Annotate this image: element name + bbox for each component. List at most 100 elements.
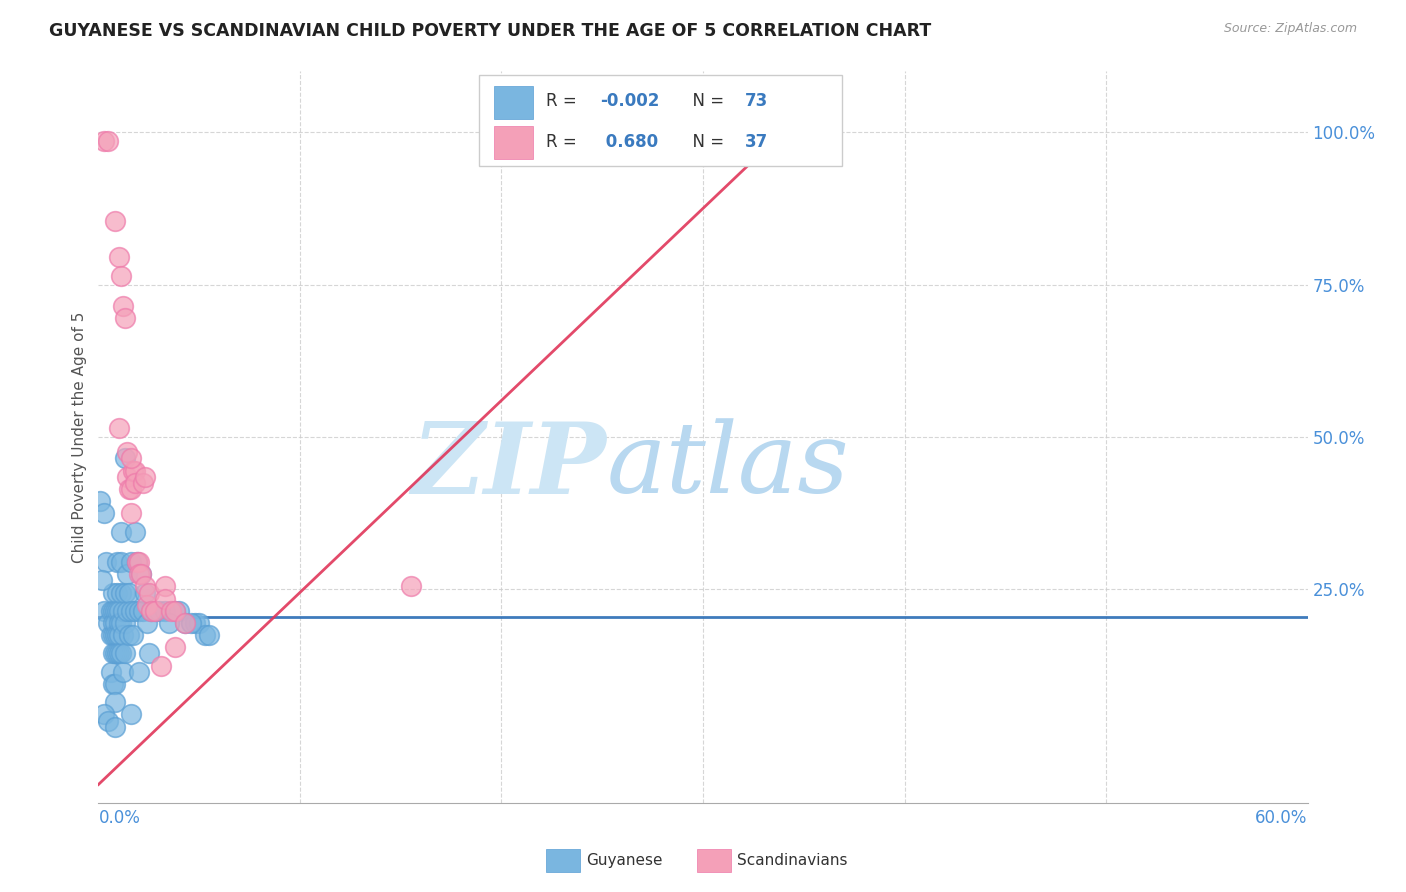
FancyBboxPatch shape bbox=[479, 75, 842, 167]
Point bbox=[138, 647, 160, 661]
Point bbox=[194, 628, 217, 642]
Point bbox=[100, 628, 122, 642]
Point bbox=[115, 567, 138, 582]
Point bbox=[114, 311, 136, 326]
Point bbox=[129, 567, 152, 582]
Point bbox=[103, 213, 125, 227]
Point bbox=[101, 647, 124, 661]
Point bbox=[100, 665, 122, 679]
Point bbox=[128, 604, 150, 618]
Point bbox=[110, 585, 132, 599]
Point bbox=[111, 628, 134, 642]
Point bbox=[772, 128, 794, 143]
Point bbox=[121, 628, 143, 642]
Text: ZIP: ZIP bbox=[412, 418, 606, 515]
Point bbox=[153, 604, 176, 618]
Point bbox=[114, 647, 136, 661]
Point bbox=[135, 615, 157, 630]
Point bbox=[103, 604, 125, 618]
Point bbox=[93, 707, 115, 722]
Point bbox=[174, 615, 197, 630]
Point bbox=[399, 579, 422, 593]
Point bbox=[118, 585, 141, 599]
Point bbox=[163, 604, 186, 618]
Point bbox=[143, 604, 166, 618]
Point bbox=[153, 579, 176, 593]
Text: 37: 37 bbox=[745, 133, 769, 152]
Point bbox=[93, 135, 115, 149]
Point bbox=[132, 475, 155, 490]
Text: 0.680: 0.680 bbox=[600, 133, 658, 152]
Point bbox=[103, 647, 125, 661]
Point bbox=[139, 604, 162, 618]
Point bbox=[105, 555, 128, 569]
FancyBboxPatch shape bbox=[546, 849, 579, 872]
Point bbox=[107, 628, 129, 642]
Point bbox=[120, 506, 142, 520]
Point bbox=[96, 555, 118, 569]
Point bbox=[110, 647, 132, 661]
Point bbox=[114, 615, 136, 630]
Text: Scandinavians: Scandinavians bbox=[737, 853, 848, 868]
Point bbox=[120, 451, 142, 466]
Text: N =: N = bbox=[682, 92, 730, 110]
Point bbox=[115, 469, 138, 483]
Point bbox=[118, 628, 141, 642]
Point bbox=[115, 445, 138, 459]
Point bbox=[110, 268, 132, 283]
Point bbox=[101, 615, 124, 630]
Text: atlas: atlas bbox=[606, 418, 849, 514]
Point bbox=[89, 494, 111, 508]
Point bbox=[180, 615, 202, 630]
Text: R =: R = bbox=[546, 133, 582, 152]
Point bbox=[167, 604, 190, 618]
Point bbox=[124, 475, 146, 490]
Point bbox=[148, 604, 170, 618]
Point bbox=[103, 615, 125, 630]
Point bbox=[101, 628, 124, 642]
Text: Source: ZipAtlas.com: Source: ZipAtlas.com bbox=[1223, 22, 1357, 36]
Point bbox=[188, 615, 211, 630]
Point bbox=[103, 720, 125, 734]
Point bbox=[105, 585, 128, 599]
Point bbox=[111, 665, 134, 679]
Point bbox=[135, 598, 157, 612]
Point bbox=[103, 628, 125, 642]
Point bbox=[124, 464, 146, 478]
Point bbox=[153, 591, 176, 606]
Point bbox=[107, 604, 129, 618]
Point bbox=[111, 604, 134, 618]
Point bbox=[128, 567, 150, 582]
Point bbox=[120, 707, 142, 722]
Point bbox=[125, 555, 148, 569]
Point bbox=[138, 585, 160, 599]
Point bbox=[121, 464, 143, 478]
Y-axis label: Child Poverty Under the Age of 5: Child Poverty Under the Age of 5 bbox=[72, 311, 87, 563]
Point bbox=[100, 604, 122, 618]
Point bbox=[184, 615, 207, 630]
Point bbox=[91, 574, 114, 588]
Point bbox=[111, 299, 134, 313]
Point bbox=[120, 555, 142, 569]
Point bbox=[128, 665, 150, 679]
Point bbox=[118, 482, 141, 496]
Point bbox=[107, 250, 129, 264]
Text: 0.0%: 0.0% bbox=[98, 809, 141, 827]
Point bbox=[97, 714, 120, 728]
Point bbox=[110, 524, 132, 539]
Point bbox=[134, 579, 156, 593]
Point bbox=[124, 524, 146, 539]
Point bbox=[93, 506, 115, 520]
Point bbox=[128, 555, 150, 569]
Point bbox=[120, 482, 142, 496]
Text: 73: 73 bbox=[745, 92, 769, 110]
Text: Guyanese: Guyanese bbox=[586, 853, 662, 868]
Point bbox=[174, 615, 197, 630]
Point bbox=[157, 615, 180, 630]
FancyBboxPatch shape bbox=[494, 126, 533, 159]
Point bbox=[149, 658, 172, 673]
Point bbox=[129, 567, 152, 582]
FancyBboxPatch shape bbox=[697, 849, 731, 872]
Point bbox=[105, 604, 128, 618]
Point bbox=[103, 677, 125, 691]
